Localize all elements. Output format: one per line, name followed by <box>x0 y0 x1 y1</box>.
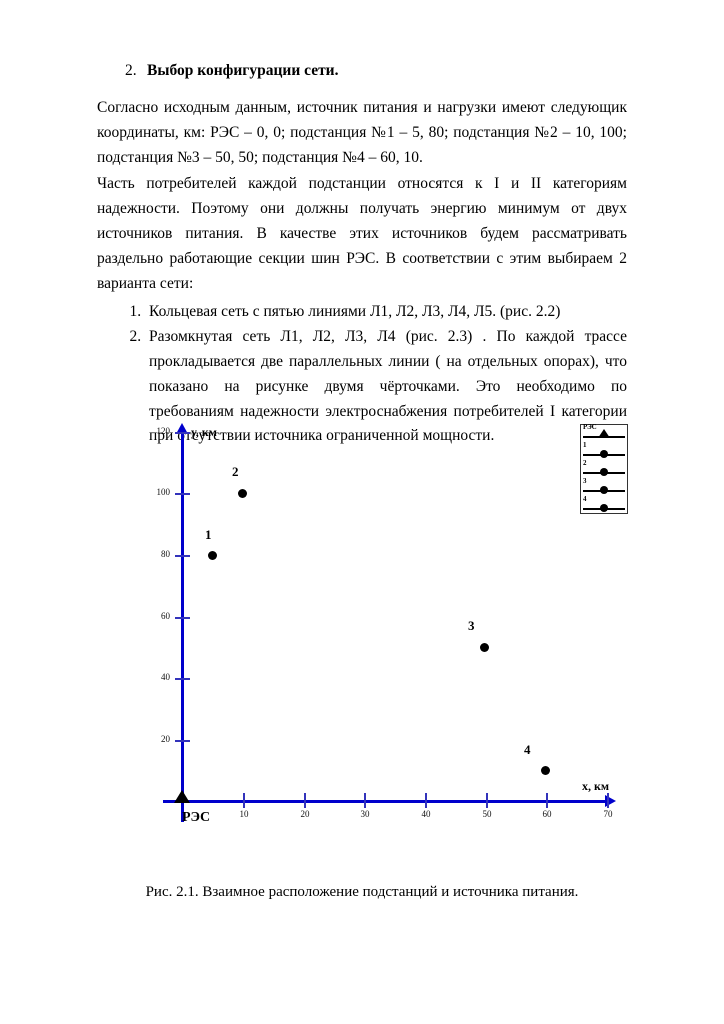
datapoint-label-2: 2 <box>232 464 239 479</box>
datapoint-3 <box>480 643 489 652</box>
x-axis-title: х, км <box>582 779 610 793</box>
datapoint-2 <box>238 489 247 498</box>
y-tick-20 <box>175 740 190 742</box>
x-tick-label-20: 20 <box>300 809 310 819</box>
figure-substation-layout: 20 40 60 80 100 120 10 20 30 40 50 60 70… <box>0 420 724 840</box>
x-tick-label-30: 30 <box>360 809 370 819</box>
y-tick-label-60: 60 <box>161 611 170 621</box>
section-number: 2. <box>125 62 137 79</box>
y-tick-label-100: 100 <box>156 487 171 497</box>
source-triangle-icon <box>174 790 190 803</box>
list-item-variant-1: Кольцевая сеть с пятью линиями Л1, Л2, Л… <box>145 300 627 325</box>
datapoint-label-3: 3 <box>468 618 475 633</box>
legend-circle-icon-3 <box>600 486 608 494</box>
x-tick-label-50: 50 <box>482 809 492 819</box>
paragraph-coordinates: Согласно исходным данным, источник питан… <box>97 99 627 166</box>
y-tick-120 <box>175 432 190 434</box>
x-tick-50 <box>486 793 488 808</box>
x-tick-10 <box>243 793 245 808</box>
x-axis-arrow-icon <box>605 795 616 807</box>
y-tick-40 <box>175 678 190 680</box>
legend-row-res: РЭС <box>581 423 627 443</box>
legend-row-2: 2 <box>581 459 627 479</box>
x-tick-40 <box>425 793 427 808</box>
y-tick-label-120: 120 <box>156 426 171 436</box>
datapoint-label-1: 1 <box>205 527 212 542</box>
x-tick-label-40: 40 <box>421 809 431 819</box>
y-tick-60 <box>175 617 190 619</box>
figure-caption: Рис. 2.1. Взаимное расположение подстанц… <box>145 884 579 900</box>
legend-circle-icon-2 <box>600 468 608 476</box>
x-tick-60 <box>546 793 548 808</box>
legend-row-3: 3 <box>581 477 627 497</box>
paragraph-reliability: Часть потребителей каждой подстанции отн… <box>97 175 627 292</box>
legend-key-1: 1 <box>583 441 587 449</box>
legend-row-1: 1 <box>581 441 627 461</box>
x-tick-label-70: 70 <box>603 809 613 819</box>
x-tick-20 <box>304 793 306 808</box>
y-axis-line <box>181 432 184 822</box>
legend-key-2: 2 <box>583 459 587 467</box>
x-axis-line <box>163 800 607 803</box>
y-tick-label-20: 20 <box>161 734 170 744</box>
legend-key-4: 4 <box>583 495 587 503</box>
datapoint-1 <box>208 551 217 560</box>
y-axis-arrow-icon <box>176 423 188 434</box>
datapoint-4 <box>541 766 550 775</box>
legend-key-res: РЭС <box>583 423 597 431</box>
legend-circle-icon-1 <box>600 450 608 458</box>
legend-row-4: 4 <box>581 495 627 515</box>
y-tick-80 <box>175 555 190 557</box>
y-tick-100 <box>175 493 190 495</box>
document-body: 2. Выбор конфигурации сети. Согласно исх… <box>97 62 627 449</box>
chart-legend: РЭС 1 2 3 4 <box>580 423 628 515</box>
x-tick-30 <box>364 793 366 808</box>
list-item-variant-2: Разомкнутая сеть Л1, Л2, Л3, Л4 (рис. 2.… <box>145 325 627 449</box>
legend-key-3: 3 <box>583 477 587 485</box>
y-axis-title: у, км <box>191 425 217 439</box>
datapoint-label-4: 4 <box>524 742 531 757</box>
y-tick-label-80: 80 <box>161 549 170 559</box>
y-tick-label-40: 40 <box>161 672 170 682</box>
section-title: Выбор конфигурации сети. <box>147 62 339 79</box>
x-tick-70 <box>607 793 609 808</box>
legend-triangle-icon <box>598 429 610 438</box>
legend-circle-icon-4 <box>600 504 608 512</box>
section-heading: 2. Выбор конфигурации сети. <box>97 62 627 80</box>
x-tick-label-60: 60 <box>542 809 552 819</box>
source-label: РЭС <box>182 810 211 825</box>
network-variants-list: Кольцевая сеть с пятью линиями Л1, Л2, Л… <box>97 300 627 449</box>
x-tick-label-10: 10 <box>239 809 249 819</box>
